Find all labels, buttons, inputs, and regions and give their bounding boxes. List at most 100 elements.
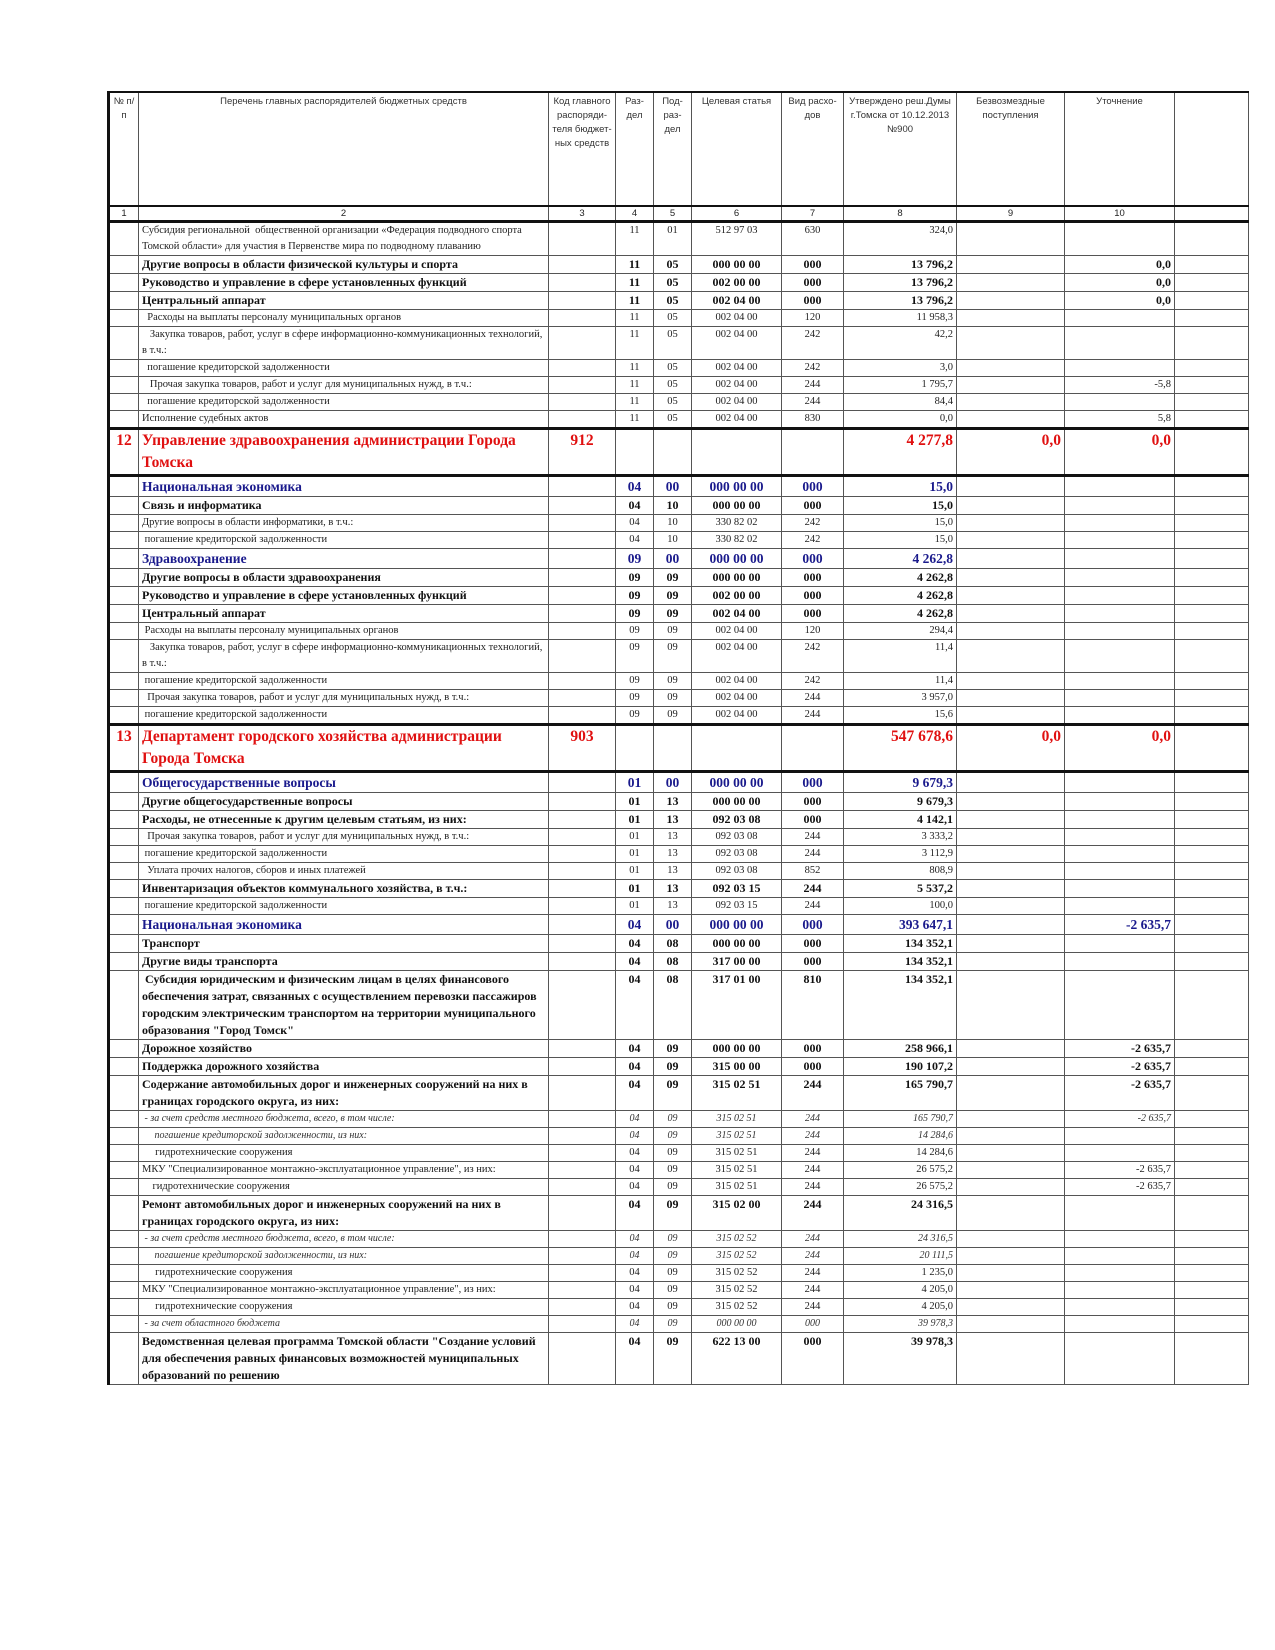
row-target-item: 315 02 51 <box>691 1161 782 1179</box>
row-subsection: 05 <box>653 255 692 274</box>
row-section: 04 <box>615 970 654 1040</box>
row-grants <box>956 1230 1065 1248</box>
row-extra <box>1174 359 1249 377</box>
row-grants <box>956 1264 1065 1282</box>
row-number <box>108 1230 139 1248</box>
row-expense-type: 000 <box>781 475 844 497</box>
table-row: Другие общегосударственные вопросы 01 13 00… <box>108 792 1249 811</box>
row-grants <box>956 410 1065 429</box>
row-section: 04 <box>615 914 654 935</box>
row-subsection: 09 <box>653 1247 692 1265</box>
row-target-item: 512 97 03 <box>691 221 782 256</box>
row-section: 09 <box>615 568 654 587</box>
row-number <box>108 879 139 898</box>
row-target-item: 002 04 00 <box>691 309 782 327</box>
row-code <box>548 1075 616 1111</box>
row-number <box>108 810 139 829</box>
row-extra <box>1174 568 1249 587</box>
row-approved: 11,4 <box>843 672 957 690</box>
header-col-expense-type: Вид расхо-дов <box>781 91 844 207</box>
row-code <box>548 410 616 429</box>
number-col-extra <box>1174 205 1249 223</box>
table-row: гидротехнические сооружения 04 09 315 02 51… <box>108 1178 1249 1196</box>
row-extra <box>1174 879 1249 898</box>
row-target-item: 315 00 00 <box>691 1057 782 1076</box>
row-name: Закупка товаров, работ, услуг в сфере ин… <box>138 639 549 673</box>
row-grants <box>956 309 1065 327</box>
row-expense-type: 244 <box>781 706 844 725</box>
row-subsection: 09 <box>653 1332 692 1385</box>
table-row: Поддержка дорожного хозяйства 04 09 315 00 … <box>108 1057 1249 1076</box>
row-approved: 324,0 <box>843 221 957 256</box>
row-code <box>548 970 616 1040</box>
row-section: 11 <box>615 393 654 411</box>
row-code <box>548 1298 616 1316</box>
row-number <box>108 639 139 673</box>
row-expense-type: 852 <box>781 862 844 880</box>
row-adjustment <box>1064 1144 1175 1162</box>
row-expense-type: 000 <box>781 1332 844 1385</box>
table-row: погашение кредиторской задолженности 11 05… <box>108 359 1249 377</box>
row-subsection: 09 <box>653 1230 692 1248</box>
row-adjustment <box>1064 309 1175 327</box>
row-adjustment <box>1064 531 1175 549</box>
row-subsection: 05 <box>653 309 692 327</box>
row-extra <box>1174 1298 1249 1316</box>
table-row: Закупка товаров, работ, услуг в сфере ин… <box>108 326 1249 360</box>
row-section: 11 <box>615 326 654 360</box>
row-target-item: 000 00 00 <box>691 771 782 793</box>
row-section: 01 <box>615 771 654 793</box>
table-row: Связь и информатика 04 10 000 00 00 000 15,0 <box>108 496 1249 515</box>
row-extra <box>1174 771 1249 793</box>
row-adjustment <box>1064 475 1175 497</box>
row-expense-type: 242 <box>781 531 844 549</box>
row-extra <box>1174 792 1249 811</box>
row-approved: 165 790,7 <box>843 1110 957 1128</box>
table-row: Национальная экономика 04 00 000 00 00 000 15… <box>108 475 1249 497</box>
table-row: Инвентаризация объектов коммунального хо… <box>108 879 1249 898</box>
row-grants <box>956 639 1065 673</box>
row-approved: 3,0 <box>843 359 957 377</box>
header-col-adjustment: Уточнение <box>1064 91 1175 207</box>
row-name: Департамент городского хозяйства админис… <box>138 723 549 773</box>
number-col-name: 2 <box>138 205 549 223</box>
row-approved: 15,0 <box>843 496 957 515</box>
row-approved: 547 678,6 <box>843 723 957 773</box>
row-expense-type: 000 <box>781 604 844 623</box>
row-approved: 134 352,1 <box>843 934 957 953</box>
row-subsection: 13 <box>653 879 692 898</box>
row-approved: 11 958,3 <box>843 309 957 327</box>
row-code <box>548 1332 616 1385</box>
row-approved: 134 352,1 <box>843 970 957 1040</box>
row-expense-type: 630 <box>781 221 844 256</box>
row-subsection: 00 <box>653 914 692 935</box>
row-grants <box>956 1332 1065 1385</box>
row-expense-type: 244 <box>781 1110 844 1128</box>
row-grants <box>956 622 1065 640</box>
row-code <box>548 1281 616 1299</box>
row-name: Закупка товаров, работ, услуг в сфере ин… <box>138 326 549 360</box>
row-expense-type: 000 <box>781 934 844 953</box>
row-subsection: 09 <box>653 604 692 623</box>
row-number <box>108 273 139 292</box>
row-name: Национальная экономика <box>138 914 549 935</box>
row-name: Руководство и управление в сфере установ… <box>138 586 549 605</box>
row-section: 09 <box>615 622 654 640</box>
row-number <box>108 672 139 690</box>
table-row: Расходы, не отнесенные к другим целевым … <box>108 810 1249 829</box>
row-number <box>108 309 139 327</box>
row-adjustment <box>1064 952 1175 971</box>
row-section: 04 <box>615 1057 654 1076</box>
row-grants <box>956 1127 1065 1145</box>
number-col-approved: 8 <box>843 205 957 223</box>
row-target-item: 315 02 52 <box>691 1230 782 1248</box>
row-adjustment <box>1064 1332 1175 1385</box>
row-number <box>108 1281 139 1299</box>
table-row: Ремонт автомобильных дорог и инженерных … <box>108 1195 1249 1231</box>
row-extra <box>1174 291 1249 310</box>
row-extra <box>1174 1195 1249 1231</box>
row-approved: 3 333,2 <box>843 828 957 846</box>
row-adjustment <box>1064 810 1175 829</box>
row-extra <box>1174 862 1249 880</box>
row-number <box>108 689 139 707</box>
